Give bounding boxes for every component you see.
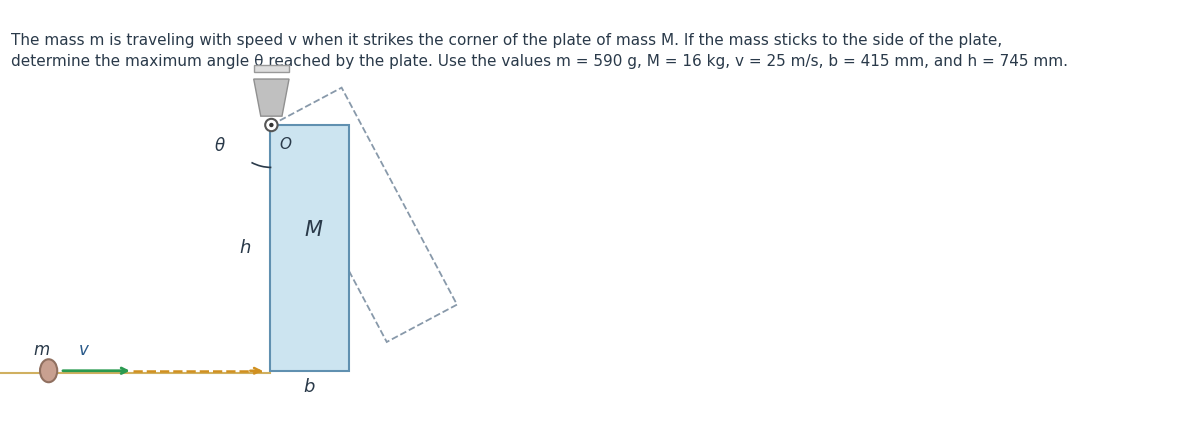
Text: determine the maximum angle θ reached by the plate. Use the values m = 590 g, M : determine the maximum angle θ reached by… xyxy=(11,54,1068,69)
Text: $m$: $m$ xyxy=(34,340,50,358)
Polygon shape xyxy=(270,125,349,371)
Text: O: O xyxy=(280,138,292,152)
Text: The mass m is traveling with speed v when it strikes the corner of the plate of : The mass m is traveling with speed v whe… xyxy=(11,33,1002,48)
Circle shape xyxy=(269,123,274,127)
Text: $M$: $M$ xyxy=(304,220,324,240)
Bar xyxy=(253,65,289,72)
Text: $h$: $h$ xyxy=(239,239,251,257)
Polygon shape xyxy=(253,79,289,116)
Text: $\theta$: $\theta$ xyxy=(214,137,226,155)
Text: $v$: $v$ xyxy=(78,340,90,358)
Text: $b$: $b$ xyxy=(304,378,316,396)
Ellipse shape xyxy=(40,359,58,382)
Circle shape xyxy=(265,119,277,131)
